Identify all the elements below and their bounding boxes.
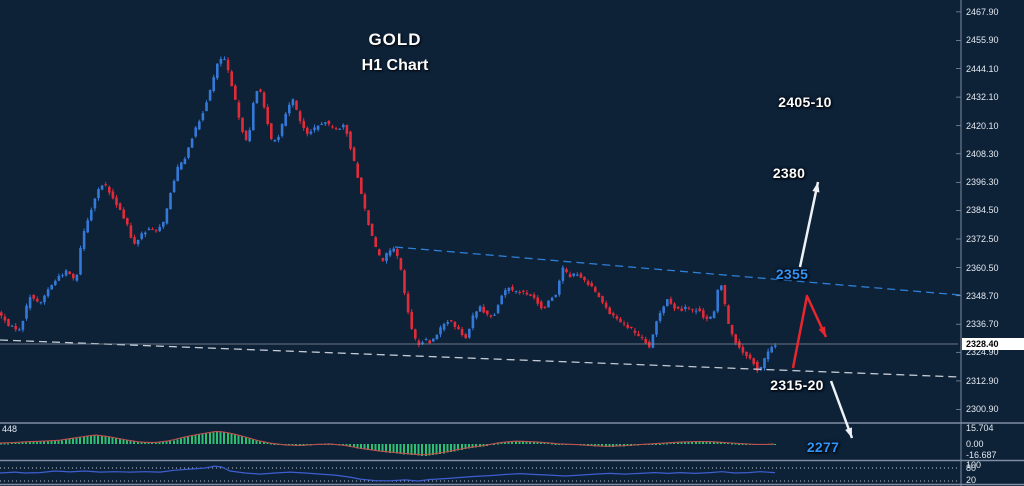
price-axis-label: 2420.10 [966, 120, 999, 131]
price-axis-label: 2444.10 [966, 63, 999, 74]
indicator-axis-label: 0.00 [966, 439, 984, 449]
stochastic-line [0, 465, 776, 482]
price-axis-label: 2324.90 [966, 347, 999, 358]
price-axis-label: 2360.50 [966, 262, 999, 273]
target-2277-label: 2277 [806, 439, 840, 455]
indicator-axis-label: 15.704 [966, 423, 994, 433]
indicator-axis-label: 80 [966, 463, 977, 473]
resistance-zone-label: 2405-10 [778, 94, 832, 110]
price-axis-label: 2348.70 [966, 290, 999, 301]
level-2355-label: 2355 [775, 266, 809, 282]
price-axis-label: 2408.30 [966, 148, 999, 159]
current-price-badge: 2328.40 [962, 338, 1024, 350]
descending-support [0, 339, 961, 378]
target-2380-label: 2380 [772, 165, 806, 181]
price-axis-label: 2384.50 [966, 205, 999, 216]
price-axis-label: 2372.50 [966, 234, 999, 244]
bullish-projection-arrow [798, 181, 820, 268]
indicator-axis-label: -16.687 [966, 450, 997, 460]
descending-resistance [394, 246, 961, 296]
price-axis-label: 2396.30 [966, 177, 999, 188]
price-axis-label: 2467.90 [966, 6, 999, 17]
symbol-name: GOLD [368, 30, 422, 49]
price-axis-label: 2455.90 [966, 35, 999, 46]
timeframe-label: H1 Chart [361, 57, 429, 74]
price-axis-label: 2300.90 [966, 404, 999, 415]
price-axis-label: 2312.90 [966, 375, 999, 386]
indicator-axis-label: 100 [966, 460, 982, 470]
oscillator-value-readout: 448 [2, 424, 18, 434]
price-axis-label: 2432.10 [966, 92, 999, 103]
chart-title: GOLD H1 Chart [362, 30, 429, 75]
bearish-projection-arrow [829, 380, 854, 439]
price-axis-label: 2336.70 [966, 319, 999, 330]
indicator-axis-label: 20 [966, 475, 977, 485]
oscillator-signal-line [0, 430, 775, 456]
candlestick-series [0, 56, 777, 373]
support-zone-label: 2315-20 [770, 377, 824, 393]
pullback-projection-arrow [791, 294, 828, 369]
